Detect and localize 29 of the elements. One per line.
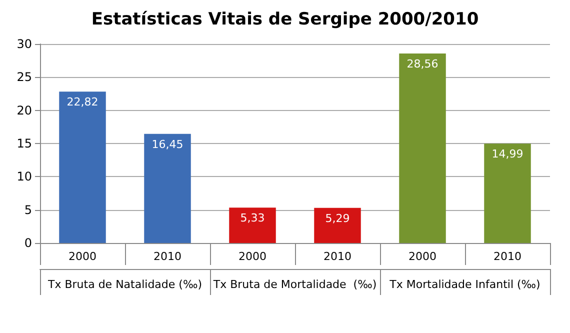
x-tick-label: 2010 bbox=[154, 250, 182, 263]
data-label: 28,56 bbox=[406, 58, 438, 71]
chart-title: Estatísticas Vitais de Sergipe 2000/2010 bbox=[91, 10, 479, 30]
bar bbox=[59, 92, 106, 243]
y-tick-label: 5 bbox=[24, 202, 32, 217]
text: Tx Bruta de Natalidade (‰) bbox=[46, 278, 202, 291]
x-tick-label: 2000 bbox=[408, 250, 436, 263]
bar bbox=[399, 54, 446, 243]
data-label: 14,99 bbox=[492, 148, 524, 161]
y-tick-label: 10 bbox=[16, 170, 32, 184]
data-label: 22,82 bbox=[66, 96, 98, 109]
data-label: 5,29 bbox=[325, 212, 350, 225]
bar bbox=[314, 208, 361, 243]
y-tick-label: 15 bbox=[16, 136, 32, 150]
y-tick-label: 0 bbox=[24, 236, 32, 250]
data-label: 5,33 bbox=[240, 212, 265, 225]
y-tick-label: 30 bbox=[16, 37, 32, 51]
y-tick-label: 25 bbox=[16, 70, 32, 84]
x-tick-label: 2000 bbox=[238, 250, 266, 263]
x-tick-label: 2010 bbox=[324, 250, 352, 263]
y-tick-label: 20 bbox=[16, 103, 32, 118]
bar bbox=[229, 208, 276, 243]
text: Tx Mortalidade Infantil (‰) bbox=[388, 278, 540, 291]
bar bbox=[144, 134, 191, 243]
data-label: 16,45 bbox=[152, 138, 184, 151]
x-tick-label: 2010 bbox=[494, 250, 522, 263]
bar bbox=[484, 144, 531, 243]
x-tick-label: 2000 bbox=[68, 250, 96, 263]
text: Tx Bruta de Mortalidade (‰) bbox=[212, 278, 377, 291]
